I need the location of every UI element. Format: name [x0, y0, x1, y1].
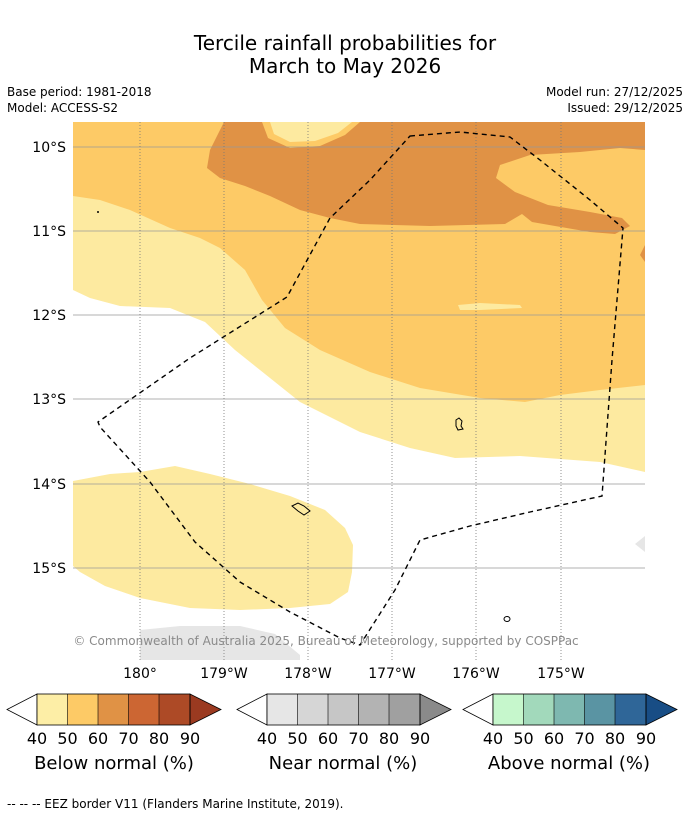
near-swatch-80-90: [389, 694, 420, 725]
model-name: Model: ACCESS-S2: [7, 101, 119, 115]
near-tick: 40: [256, 729, 278, 748]
near-tick: 60: [317, 729, 339, 748]
below-normal-label: Below normal (%): [34, 753, 194, 774]
longitude-labels: 180° 179°W 178°W 177°W 176°W 175°W: [123, 666, 585, 682]
below-dividers: [67, 694, 160, 725]
above-tick: 90: [635, 729, 657, 748]
legend-below-normal: [6, 693, 222, 726]
below-tick: 80: [148, 729, 170, 748]
near-dividers: [297, 694, 390, 725]
above-swatch-80-90: [615, 694, 646, 725]
latitude-labels: 10°S 11°S 12°S 13°S 14°S 15°S: [32, 140, 66, 577]
below-swatch-80-90: [159, 694, 190, 725]
above-extend-low: [462, 693, 494, 726]
above-colorbar-frame: [492, 693, 647, 726]
below-tick: 90: [179, 729, 201, 748]
above-tick: 80: [604, 729, 626, 748]
above-tick: 70: [574, 729, 595, 748]
lat-label: 11°S: [32, 224, 66, 240]
below-normal-streak: [458, 303, 522, 310]
near-extend-high: [419, 693, 452, 726]
below-tick: 60: [87, 729, 109, 748]
above-tick: 40: [482, 729, 504, 748]
lon-label: 179°W: [200, 666, 248, 682]
above-tick: 50: [513, 729, 534, 748]
near-colorbar-frame: [266, 693, 421, 726]
lon-label: 175°W: [537, 666, 585, 682]
attribution-text: © Commonwealth of Australia 2025, Bureau…: [73, 634, 578, 648]
map-title-line1: Tercile rainfall probabilities for: [193, 31, 497, 55]
below-tick: 70: [118, 729, 139, 748]
lon-label: 178°W: [284, 666, 332, 682]
model-run: Model run: 27/12/2025: [545, 85, 683, 99]
below-tick: 40: [26, 729, 48, 748]
below-tick: 50: [57, 729, 78, 748]
below-normal-40-50-notch: [270, 122, 352, 142]
below-swatch-50-60: [67, 694, 98, 725]
base-period: Base period: 1981-2018: [7, 85, 152, 99]
lat-label: 15°S: [32, 561, 66, 577]
lat-label: 10°S: [32, 140, 66, 156]
eez-footnote: -- -- -- EEZ border V11 (Flanders Marine…: [7, 797, 344, 811]
island-small: [503, 616, 511, 622]
below-normal-southern-region: [73, 466, 353, 610]
island-dot: [97, 211, 99, 213]
lat-label: 13°S: [32, 392, 66, 408]
issued-date: Issued: 29/12/2025: [567, 101, 683, 115]
below-swatch-60-70: [98, 694, 129, 725]
legend-near-normal: [236, 693, 452, 726]
eez-border: [97, 131, 624, 646]
above-swatch-60-70: [554, 694, 585, 725]
above-swatch-50-60: [523, 694, 554, 725]
below-colorbar-frame: [36, 693, 191, 726]
above-tick: 60: [543, 729, 565, 748]
lon-label: 177°W: [368, 666, 416, 682]
near-swatch-70-80: [358, 694, 389, 725]
island-lakeba: [291, 502, 311, 516]
above-swatch-40-50: [493, 694, 524, 725]
legend-above-normal: [462, 693, 678, 726]
lon-label: 176°W: [452, 666, 500, 682]
lon-label: 180°: [123, 666, 157, 682]
below-swatch-70-80: [128, 694, 159, 725]
lat-label: 14°S: [32, 477, 66, 493]
near-swatch-40-50: [267, 694, 298, 725]
below-extend-low: [6, 693, 38, 726]
near-tick: 70: [348, 729, 369, 748]
island-vanua-balavu: [455, 417, 464, 431]
near-tick: 50: [287, 729, 308, 748]
map-title-line2: March to May 2026: [248, 54, 442, 78]
near-tick: 80: [378, 729, 400, 748]
map-plot-area: [73, 122, 645, 660]
above-swatch-70-80: [584, 694, 615, 725]
near-tick: 90: [409, 729, 431, 748]
near-swatch-60-70: [328, 694, 359, 725]
near-normal-label: Near normal (%): [268, 753, 418, 774]
near-extend-low: [236, 693, 268, 726]
below-swatch-40-50: [37, 694, 68, 725]
above-normal-label: Above normal (%): [487, 753, 651, 774]
below-extend-high: [189, 693, 222, 726]
below-normal-60-70-region: [207, 122, 645, 234]
above-dividers: [523, 694, 616, 725]
above-extend-high: [645, 693, 678, 726]
lat-label: 12°S: [32, 308, 66, 324]
latitude-gridlines: [73, 146, 645, 569]
near-normal-40-50-region: [140, 626, 300, 660]
below-normal-edge-patch: [640, 245, 645, 262]
near-normal-40-50-edge: [635, 536, 645, 552]
near-swatch-50-60: [297, 694, 328, 725]
